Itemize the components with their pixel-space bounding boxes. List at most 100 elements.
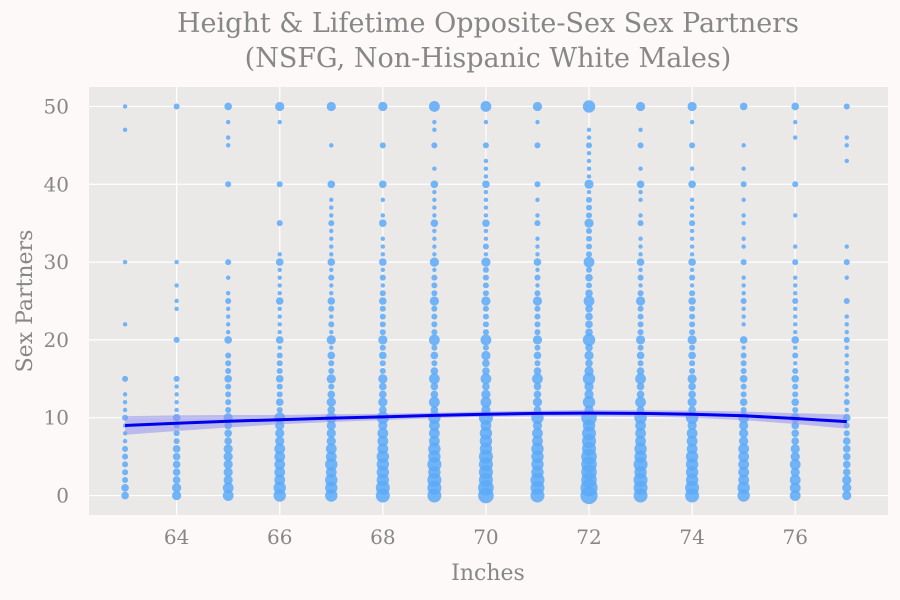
scatter-point: [689, 344, 696, 351]
scatter-point: [429, 296, 439, 306]
scatter-point: [792, 352, 799, 359]
scatter-point: [380, 197, 386, 203]
scatter-point: [482, 274, 489, 281]
scatter-point: [327, 390, 336, 399]
scatter-point: [689, 321, 696, 328]
scatter-point: [534, 329, 541, 336]
scatter-point: [483, 189, 489, 195]
scatter-point: [535, 283, 540, 288]
scatter-point: [430, 367, 439, 375]
scatter-point: [274, 459, 286, 470]
y-tick-label: 0: [56, 484, 69, 508]
scatter-point: [377, 427, 389, 439]
confidence-band: [125, 409, 847, 435]
scatter-point: [377, 443, 389, 455]
scatter-point: [739, 336, 748, 344]
scatter-point: [432, 213, 437, 218]
scatter-point: [689, 244, 695, 249]
scatter-point: [224, 102, 232, 111]
scatter-point: [793, 283, 798, 288]
scatter-point: [844, 361, 849, 366]
scatter-point: [843, 259, 850, 266]
scatter-point: [482, 266, 489, 273]
scatter-point: [480, 101, 492, 112]
scatter-point: [533, 367, 542, 375]
scatter-point: [174, 384, 179, 389]
scatter-point: [225, 399, 232, 406]
scatter-point: [483, 166, 489, 171]
scatter-point: [533, 390, 542, 399]
scatter-point: [329, 267, 334, 273]
scatter-point: [793, 345, 798, 350]
scatter-point: [225, 314, 231, 319]
scatter-point: [739, 428, 749, 438]
scatter-point: [275, 258, 284, 266]
scatter-point: [431, 321, 438, 328]
scatter-point: [328, 368, 335, 375]
scatter-point: [222, 482, 234, 494]
scatter-point: [582, 333, 596, 347]
trend-line: [125, 411, 847, 427]
scatter-point: [174, 407, 179, 413]
scatter-point: [223, 467, 233, 477]
scatter-point: [277, 291, 282, 296]
scatter-point: [377, 435, 389, 447]
x-tick-label: 72: [576, 525, 601, 549]
scatter-point: [739, 398, 748, 406]
scatter-point: [174, 392, 179, 397]
scatter-point: [689, 166, 695, 171]
scatter-point: [225, 368, 232, 375]
scatter-point: [534, 360, 541, 367]
scatter-point: [379, 313, 386, 320]
scatter-point: [636, 382, 645, 391]
y-tick-label: 20: [44, 328, 69, 352]
scatter-point: [688, 390, 696, 399]
scatter-point: [482, 243, 489, 250]
scatter-point: [533, 382, 542, 391]
scatter-point: [791, 375, 800, 383]
scatter-point: [843, 430, 850, 437]
scatter-point: [225, 135, 231, 140]
scatter-point: [534, 344, 541, 351]
scatter-point: [583, 295, 595, 307]
scatter-point: [225, 259, 232, 266]
scatter-point: [379, 382, 387, 391]
scatter-point: [172, 483, 182, 493]
scatter-point: [329, 244, 334, 249]
scatter-point: [432, 236, 437, 241]
scatter-point: [483, 252, 489, 257]
scatter-point: [121, 491, 129, 500]
scatter-point: [430, 180, 439, 189]
scatter-point: [225, 352, 232, 359]
scatter-point: [276, 360, 283, 367]
scatter-point: [638, 166, 643, 171]
scatter-point: [637, 344, 644, 351]
scatter-point: [483, 158, 489, 164]
scatter-point: [637, 305, 644, 312]
scatter-point: [326, 101, 336, 112]
scatter-point: [843, 298, 850, 304]
scatter-point: [122, 476, 129, 483]
scatter-point: [225, 181, 232, 188]
scatter-point: [637, 274, 644, 281]
scatter-point: [741, 345, 746, 350]
scatter-point: [533, 351, 542, 360]
scatter-point: [225, 298, 232, 304]
scatter-point: [534, 274, 541, 281]
x-tick-label: 76: [782, 525, 807, 549]
scatter-point: [430, 390, 439, 399]
scatter-point: [174, 283, 179, 288]
scatter-point: [689, 274, 696, 281]
scatter-point: [122, 375, 129, 382]
scatter-point: [483, 174, 489, 179]
scatter-point: [329, 197, 334, 203]
scatter-point: [635, 396, 646, 408]
scatter-point: [740, 360, 747, 367]
scatter-point: [532, 296, 543, 306]
scatter-point: [173, 438, 180, 445]
scatter-point: [329, 228, 334, 234]
scatter-point: [584, 179, 594, 189]
scatter-point: [738, 474, 750, 486]
scatter-point: [428, 442, 441, 456]
